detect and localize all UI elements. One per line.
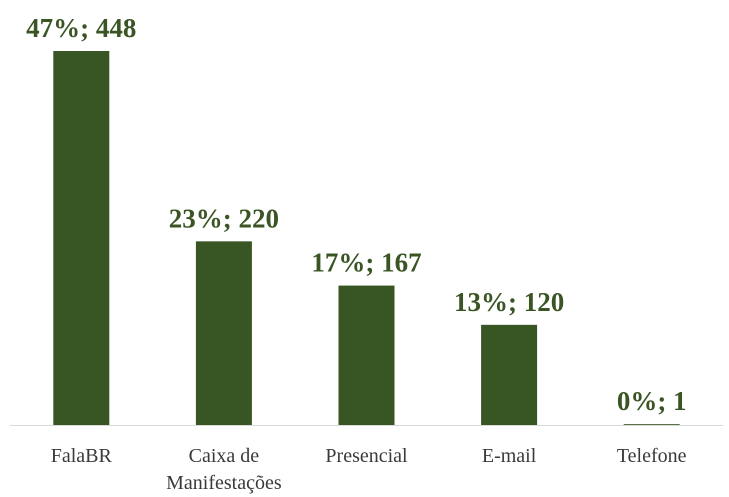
bar [623,424,680,425]
bar [481,324,538,425]
x-tick-label: FalaBR [50,445,112,467]
bar [53,51,110,425]
data-label: 47%; 448 [26,13,136,43]
x-tick-label: Presencial [325,445,408,467]
x-tick-label: Caixa de Manifestações [166,445,282,494]
data-label: 17%; 167 [311,248,421,278]
bar [338,285,395,425]
data-label: 13%; 120 [454,287,564,317]
x-tick-label: Telefone [616,445,687,467]
data-label: 0%; 1 [617,386,687,416]
data-label: 23%; 220 [169,203,279,233]
x-tick-label: E-mail [481,445,537,467]
bar [195,241,252,425]
